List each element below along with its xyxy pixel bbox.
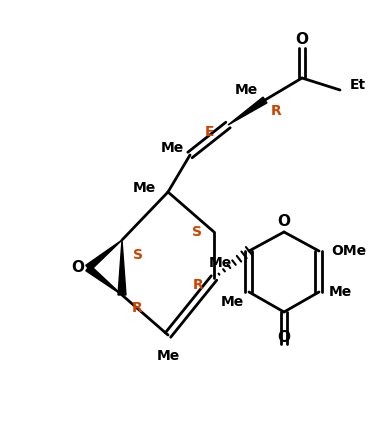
Text: R: R <box>131 301 142 315</box>
Text: O: O <box>296 33 308 48</box>
Text: Me: Me <box>235 83 258 97</box>
Polygon shape <box>86 265 122 295</box>
Text: O: O <box>277 214 291 230</box>
Text: R: R <box>193 278 203 292</box>
Text: Me: Me <box>209 256 231 270</box>
Polygon shape <box>228 97 267 125</box>
Text: E: E <box>205 125 215 139</box>
Polygon shape <box>86 240 122 271</box>
Text: S: S <box>133 248 143 262</box>
Text: Me: Me <box>221 295 244 309</box>
Text: Et: Et <box>350 78 366 92</box>
Text: R: R <box>271 104 281 118</box>
Text: O: O <box>72 260 84 275</box>
Text: OMe: OMe <box>331 244 366 258</box>
Polygon shape <box>118 240 126 295</box>
Text: S: S <box>192 225 202 239</box>
Text: O: O <box>277 330 291 345</box>
Text: Me: Me <box>156 349 180 363</box>
Text: Me: Me <box>132 181 156 195</box>
Text: Me: Me <box>160 141 184 155</box>
Text: Me: Me <box>328 285 352 299</box>
